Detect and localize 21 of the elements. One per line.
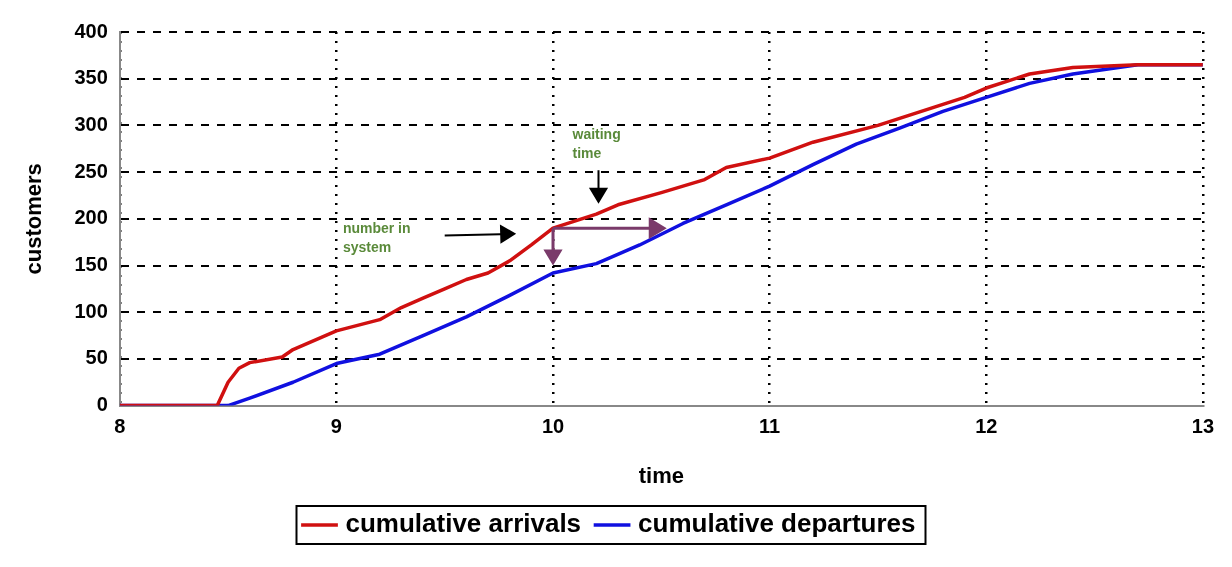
y-tick-label: 100 <box>74 299 108 322</box>
y-axis-title: customers <box>21 163 47 275</box>
y-tick-label: 350 <box>74 66 108 89</box>
legend-label: cumulative departures <box>638 508 916 539</box>
x-tick-label: 10 <box>541 415 565 438</box>
y-tick-label: 250 <box>74 159 108 182</box>
y-tick-label: 0 <box>96 393 108 416</box>
y-tick-label: 200 <box>74 206 108 229</box>
y-tick-label: 50 <box>85 346 108 369</box>
x-tick-label: 9 <box>330 415 342 438</box>
annotation: number in system <box>342 218 412 257</box>
legend-label: cumulative arrivals <box>345 508 582 539</box>
x-axis-title: time <box>638 462 684 488</box>
x-tick-label: 12 <box>975 415 998 438</box>
y-tick-label: 400 <box>74 19 108 42</box>
y-tick-label: 300 <box>74 112 108 135</box>
y-tick-label: 150 <box>74 253 108 276</box>
x-tick-label: 13 <box>1191 415 1214 438</box>
x-tick-label: 8 <box>114 415 126 438</box>
x-tick-label: 11 <box>759 415 781 438</box>
annotation: waiting time <box>572 125 622 164</box>
